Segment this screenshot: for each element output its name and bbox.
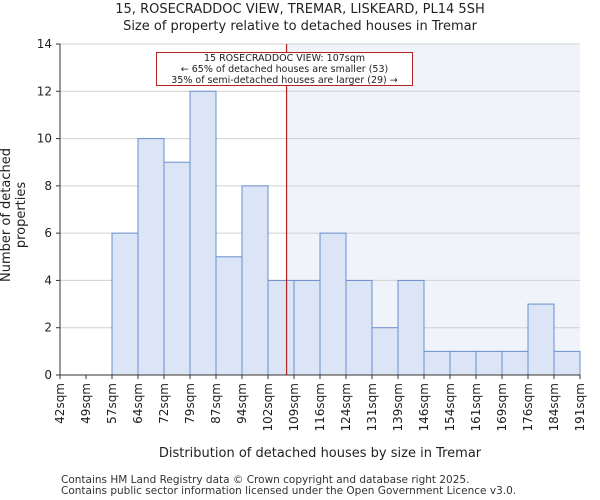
x-tick-label: 191sqm — [573, 383, 587, 431]
histogram-bar — [371, 327, 399, 376]
x-tick-label: 94sqm — [235, 383, 249, 424]
x-tick-label: 146sqm — [417, 383, 431, 431]
histogram-bar — [111, 232, 139, 376]
x-tick-label: 42sqm — [53, 383, 67, 424]
histogram-bar — [241, 185, 269, 376]
y-tick-label: 8 — [44, 179, 52, 193]
y-tick-label: 2 — [44, 321, 52, 335]
footer-licence: Contains public sector information licen… — [61, 485, 517, 497]
histogram-bar — [345, 279, 373, 376]
x-tick-label: 169sqm — [495, 383, 509, 431]
y-tick-label: 0 — [44, 368, 52, 382]
histogram-bar — [475, 350, 503, 376]
x-tick-label: 109sqm — [287, 383, 301, 431]
property-annotation: 15 ROSECRADDOC VIEW: 107sqm ← 65% of det… — [156, 52, 413, 86]
y-tick-label: 10 — [37, 132, 52, 146]
y-tick-label: 14 — [37, 37, 52, 51]
x-tick-label: 184sqm — [547, 383, 561, 431]
y-tick-label: 6 — [44, 226, 52, 240]
x-tick-label: 87sqm — [209, 383, 223, 424]
x-tick-label: 116sqm — [313, 383, 327, 431]
histogram-bar — [553, 350, 581, 376]
chart-title: 15, ROSECRADDOC VIEW, TREMAR, LISKEARD, … — [115, 2, 485, 17]
histogram-bar — [397, 279, 425, 376]
x-tick-label: 49sqm — [79, 383, 93, 424]
histogram-bar — [137, 138, 165, 376]
annotation-line-1: 15 ROSECRADDOC VIEW: 107sqm — [203, 53, 366, 64]
annotation-line-3: 35% of semi-detached houses are larger (… — [171, 75, 398, 86]
y-tick-label: 4 — [44, 273, 52, 287]
x-tick-label: 176sqm — [521, 383, 535, 431]
x-tick-label: 79sqm — [183, 383, 197, 424]
histogram-bar — [215, 256, 243, 376]
x-tick-label: 124sqm — [339, 383, 353, 431]
annotation-line-2: ← 65% of detached houses are smaller (53… — [180, 64, 389, 75]
histogram-bar — [189, 90, 217, 376]
x-tick-label: 64sqm — [131, 383, 145, 424]
chart-subtitle: Size of property relative to detached ho… — [123, 19, 477, 34]
footer-copyright: Contains HM Land Registry data © Crown c… — [61, 474, 470, 486]
y-tick-label: 12 — [37, 84, 52, 98]
histogram-bar — [163, 161, 191, 376]
histogram-bar — [527, 303, 555, 376]
x-tick-label: 72sqm — [157, 383, 171, 424]
histogram-bar — [449, 350, 477, 376]
y-axis-label: Number of detached properties — [0, 148, 29, 282]
x-tick-label: 57sqm — [105, 383, 119, 424]
histogram-bar — [293, 279, 321, 376]
x-tick-label: 154sqm — [443, 383, 457, 431]
x-tick-label: 161sqm — [469, 383, 483, 431]
histogram-bar — [501, 350, 529, 376]
histogram-bar — [267, 279, 295, 376]
x-axis-label: Distribution of detached houses by size … — [158, 446, 482, 461]
x-tick-label: 102sqm — [261, 383, 275, 431]
histogram-bar — [423, 350, 451, 376]
x-tick-label: 139sqm — [391, 383, 405, 431]
histogram-bar — [319, 232, 347, 376]
x-tick-label: 131sqm — [365, 383, 379, 431]
